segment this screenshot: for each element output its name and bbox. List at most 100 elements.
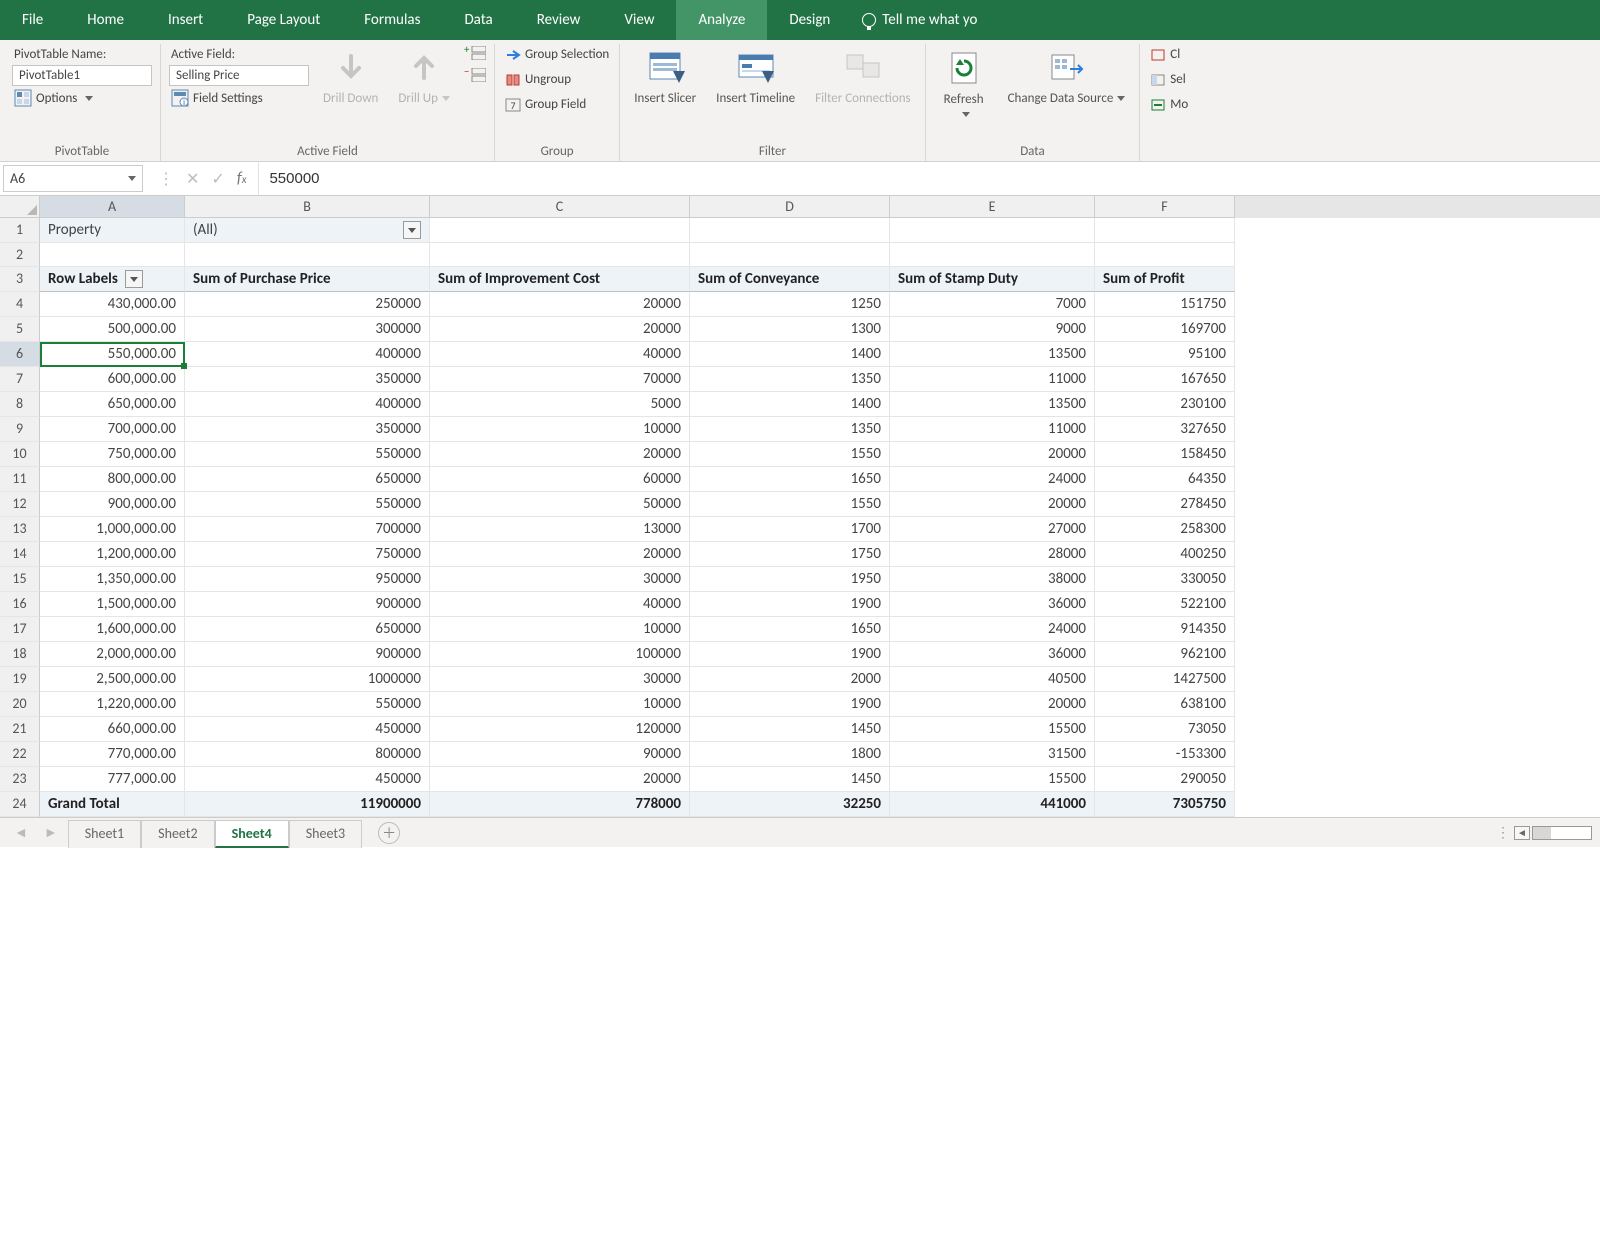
cell[interactable]: 30000 [430, 667, 690, 692]
cell[interactable]: 778000 [430, 792, 690, 817]
cell[interactable]: 20000 [430, 542, 690, 567]
cell[interactable] [40, 243, 185, 267]
cell[interactable]: 900000 [185, 592, 430, 617]
cell[interactable]: 60000 [430, 467, 690, 492]
cell[interactable]: 250000 [185, 292, 430, 317]
row-header[interactable]: 10 [0, 442, 40, 467]
cell[interactable]: 1800 [690, 742, 890, 767]
ribbon-tab-design[interactable]: Design [767, 0, 852, 40]
cell[interactable]: 1900 [690, 692, 890, 717]
cell[interactable]: 13500 [890, 392, 1095, 417]
ribbon-tab-page-layout[interactable]: Page Layout [225, 0, 342, 40]
row-header[interactable]: 13 [0, 517, 40, 542]
cell[interactable] [690, 243, 890, 267]
column-header[interactable]: F [1095, 196, 1235, 218]
cell[interactable]: 450000 [185, 717, 430, 742]
cell[interactable]: 151750 [1095, 292, 1235, 317]
cell[interactable]: 1,500,000.00 [40, 592, 185, 617]
row-header[interactable]: 12 [0, 492, 40, 517]
refresh-button[interactable]: Refresh [934, 46, 994, 124]
cell[interactable] [1095, 218, 1235, 243]
footer-menu-icon[interactable]: ⋮ [1496, 824, 1510, 841]
cell[interactable]: 1650 [690, 617, 890, 642]
cell[interactable]: 638100 [1095, 692, 1235, 717]
cell[interactable]: 1550 [690, 492, 890, 517]
sheet-nav-prev[interactable]: ◄ [8, 824, 34, 841]
cell[interactable]: 800,000.00 [40, 467, 185, 492]
cell[interactable]: 27000 [890, 517, 1095, 542]
horizontal-scrollbar[interactable]: ◄ [1514, 826, 1592, 840]
cell[interactable]: 330050 [1095, 567, 1235, 592]
cell[interactable]: Grand Total [40, 792, 185, 817]
row-header[interactable]: 9 [0, 417, 40, 442]
cell[interactable]: 1250 [690, 292, 890, 317]
cell[interactable]: Sum of Profit [1095, 267, 1235, 292]
cell[interactable] [890, 243, 1095, 267]
row-header[interactable]: 14 [0, 542, 40, 567]
row-header[interactable]: 17 [0, 617, 40, 642]
cell[interactable]: 20000 [890, 692, 1095, 717]
cell[interactable]: 770,000.00 [40, 742, 185, 767]
cell[interactable]: 7000 [890, 292, 1095, 317]
cell[interactable]: 1,000,000.00 [40, 517, 185, 542]
cell[interactable]: 40000 [430, 592, 690, 617]
name-box[interactable]: A6 [3, 165, 143, 192]
cell[interactable]: 750000 [185, 542, 430, 567]
cell[interactable]: 750,000.00 [40, 442, 185, 467]
cell[interactable]: 20000 [430, 442, 690, 467]
cell[interactable]: 441000 [890, 792, 1095, 817]
cell[interactable]: 1300 [690, 317, 890, 342]
column-header[interactable]: B [185, 196, 430, 218]
cell[interactable]: 11000 [890, 417, 1095, 442]
add-sheet-button[interactable]: ＋ [378, 822, 400, 844]
cell[interactable]: 800000 [185, 742, 430, 767]
row-labels-header[interactable]: Row Labels [40, 267, 185, 292]
sheet-tab[interactable]: Sheet1 [68, 820, 141, 848]
cell[interactable]: 31500 [890, 742, 1095, 767]
cell[interactable]: 24000 [890, 617, 1095, 642]
column-header[interactable]: D [690, 196, 890, 218]
cell[interactable]: 550000 [185, 492, 430, 517]
cell[interactable]: 1450 [690, 717, 890, 742]
cell[interactable]: 650000 [185, 617, 430, 642]
cell[interactable]: 30000 [430, 567, 690, 592]
cell[interactable]: 90000 [430, 742, 690, 767]
cell[interactable]: 64350 [1095, 467, 1235, 492]
cell[interactable]: 1900 [690, 642, 890, 667]
row-header[interactable]: 20 [0, 692, 40, 717]
cell[interactable]: 15500 [890, 717, 1095, 742]
cell[interactable]: 1900 [690, 592, 890, 617]
cell[interactable]: 777,000.00 [40, 767, 185, 792]
ribbon-tab-formulas[interactable]: Formulas [342, 0, 442, 40]
cell[interactable]: 70000 [430, 367, 690, 392]
cell[interactable]: 1700 [690, 517, 890, 542]
pivottable-name-input[interactable]: PivotTable1 [12, 65, 152, 86]
cell[interactable]: 1450 [690, 767, 890, 792]
cell[interactable]: 50000 [430, 492, 690, 517]
cell[interactable]: 100000 [430, 642, 690, 667]
formula-input[interactable] [259, 162, 1600, 195]
cell[interactable]: 11000 [890, 367, 1095, 392]
pivottable-options-button[interactable]: Options [12, 88, 152, 108]
ribbon-tab-data[interactable]: Data [442, 0, 514, 40]
row-header[interactable]: 18 [0, 642, 40, 667]
cell[interactable]: 5000 [430, 392, 690, 417]
row-header[interactable]: 24 [0, 792, 40, 817]
cell[interactable]: 2,000,000.00 [40, 642, 185, 667]
cell[interactable]: 650000 [185, 467, 430, 492]
enter-icon[interactable]: ✓ [211, 169, 224, 189]
row-header[interactable]: 19 [0, 667, 40, 692]
cell[interactable] [185, 243, 430, 267]
cell[interactable] [690, 218, 890, 243]
ribbon-tab-analyze[interactable]: Analyze [676, 0, 767, 40]
column-header[interactable]: A [40, 196, 185, 218]
cell[interactable]: 1750 [690, 542, 890, 567]
sheet-tab[interactable]: Sheet2 [141, 820, 214, 848]
ribbon-tab-insert[interactable]: Insert [146, 0, 225, 40]
row-header[interactable]: 3 [0, 267, 40, 292]
cell[interactable]: 1,200,000.00 [40, 542, 185, 567]
cell[interactable]: 20000 [890, 442, 1095, 467]
cell[interactable]: 10000 [430, 417, 690, 442]
tell-me-search[interactable]: Tell me what yo [852, 0, 987, 40]
row-header[interactable]: 7 [0, 367, 40, 392]
